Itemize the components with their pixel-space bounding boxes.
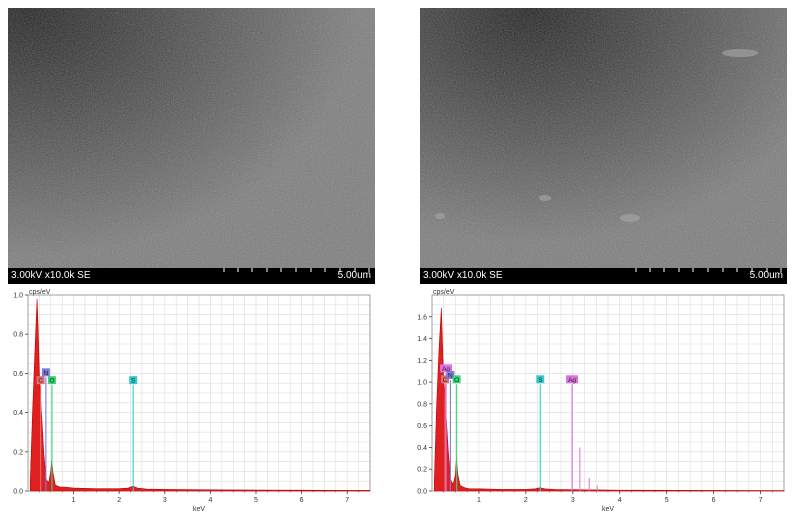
left-panel: 3.00kV x10.0k SE 5.00um 0.0 0.2 0.4 0.6 0.8 1… — [0, 0, 380, 517]
x-axis-label: keV — [193, 506, 205, 513]
grid — [432, 295, 784, 491]
peak-label-box — [452, 375, 461, 384]
peak-label-ag: Ag — [442, 366, 450, 373]
grid — [28, 295, 370, 491]
y-tick-label: 0.2 — [417, 467, 427, 474]
y-tick-label: 0.0 — [417, 489, 427, 496]
peak-label-box — [41, 368, 50, 377]
x-tick-label: 1 — [72, 497, 76, 504]
x-tick-label: 3 — [163, 497, 167, 504]
y-tick-label: 0.4 — [417, 445, 427, 452]
eds-spectrum-left: 0.0 0.2 0.4 0.6 0.8 1.0 1 2 3 4 5 6 7 cps/eV keV C N O S — [0, 287, 380, 517]
sem-acquisition-label: 3.00kV x10.0k SE — [423, 270, 503, 281]
sem-micrograph — [8, 8, 375, 284]
peak-label-box — [36, 376, 45, 385]
scale-bar-ticks — [223, 268, 370, 272]
peak-label-box — [47, 376, 56, 385]
x-tick-label: 2 — [117, 497, 121, 504]
peak-label-n: N — [44, 370, 49, 377]
x-tick-label: 2 — [524, 497, 528, 504]
peak-label-box — [566, 375, 579, 384]
scale-bar-label: 5.00um — [749, 270, 783, 281]
peak-label-box — [536, 375, 545, 384]
x-tick-label: 1 — [477, 497, 481, 504]
peak-label-box — [441, 375, 450, 384]
scale-bar-label: 5.00um — [337, 270, 371, 281]
right-panel: 3.00kV x10.0k SE 5.00um 0.0 0.2 0.4 0.6 0.8 1… — [408, 0, 792, 517]
x-tick-label: 4 — [618, 497, 622, 504]
y-axis-label: cps/eV — [433, 289, 455, 296]
y-tick-label: 1.4 — [417, 336, 427, 343]
sem-image-left: 3.00kV x10.0k SE 5.00um — [8, 8, 375, 284]
sem-micrograph — [420, 8, 787, 284]
peak-label-box — [446, 370, 455, 379]
peak-label-box — [129, 376, 138, 385]
x-tick-label: 7 — [345, 497, 349, 504]
spectrum-area — [29, 298, 371, 492]
y-tick-label: 0.8 — [417, 401, 427, 408]
y-tick-label: 0.2 — [13, 449, 23, 456]
y-tick-label: 0.6 — [417, 423, 427, 430]
y-tick-label: 1.2 — [417, 358, 427, 365]
peak-label-box — [440, 364, 453, 373]
sem-image-right: 3.00kV x10.0k SE 5.00um — [420, 8, 787, 284]
x-tick-label: 5 — [665, 497, 669, 504]
eds-spectrum-right: 0.0 0.2 0.4 0.6 0.8 1.0 1.2 1.4 1.6 1 2 3 4 5 6 7 cps/eV… — [408, 287, 792, 517]
y-tick-label: 0.6 — [13, 371, 23, 378]
peak-label-c: C — [443, 377, 448, 384]
peak-label-o: O — [49, 378, 54, 385]
y-axis-label: cps/eV — [29, 289, 51, 296]
peak-label-s: S — [131, 378, 136, 385]
y-tick-label: 1.6 — [417, 314, 427, 321]
peak-label-s: S — [538, 377, 543, 384]
x-tick-label: 5 — [254, 497, 258, 504]
x-tick-label: 6 — [712, 497, 716, 504]
sem-info-bar: 3.00kV x10.0k SE 5.00um — [8, 268, 375, 284]
peak-label-n: N — [448, 372, 453, 379]
sem-acquisition-label: 3.00kV x10.0k SE — [11, 270, 91, 281]
peak-label-ag: Ag — [568, 377, 576, 384]
x-axis-label: keV — [602, 506, 614, 513]
x-tick-label: 3 — [571, 497, 575, 504]
peak-label-c: C — [38, 378, 43, 385]
x-tick-label: 4 — [208, 497, 212, 504]
scale-bar-ticks — [635, 268, 782, 272]
peak-label-o: O — [454, 377, 459, 384]
y-tick-label: 0.0 — [13, 489, 23, 496]
y-tick-label: 1.0 — [13, 293, 23, 300]
spectrum-area — [434, 308, 785, 492]
y-tick-label: 0.8 — [13, 332, 23, 339]
sem-info-bar: 3.00kV x10.0k SE 5.00um — [420, 268, 787, 284]
x-tick-label: 7 — [759, 497, 763, 504]
y-tick-label: 0.4 — [13, 410, 23, 417]
eds-chart: 0.0 0.2 0.4 0.6 0.8 1.0 1.2 1.4 1.6 1 2 3 4 5 6 7 cps/eV… — [417, 289, 785, 513]
y-tick-label: 1.0 — [417, 380, 427, 387]
eds-chart: 0.0 0.2 0.4 0.6 0.8 1.0 1 2 3 4 5 6 7 cps/eV keV CNO S — [13, 289, 371, 513]
x-tick-label: 6 — [300, 497, 304, 504]
